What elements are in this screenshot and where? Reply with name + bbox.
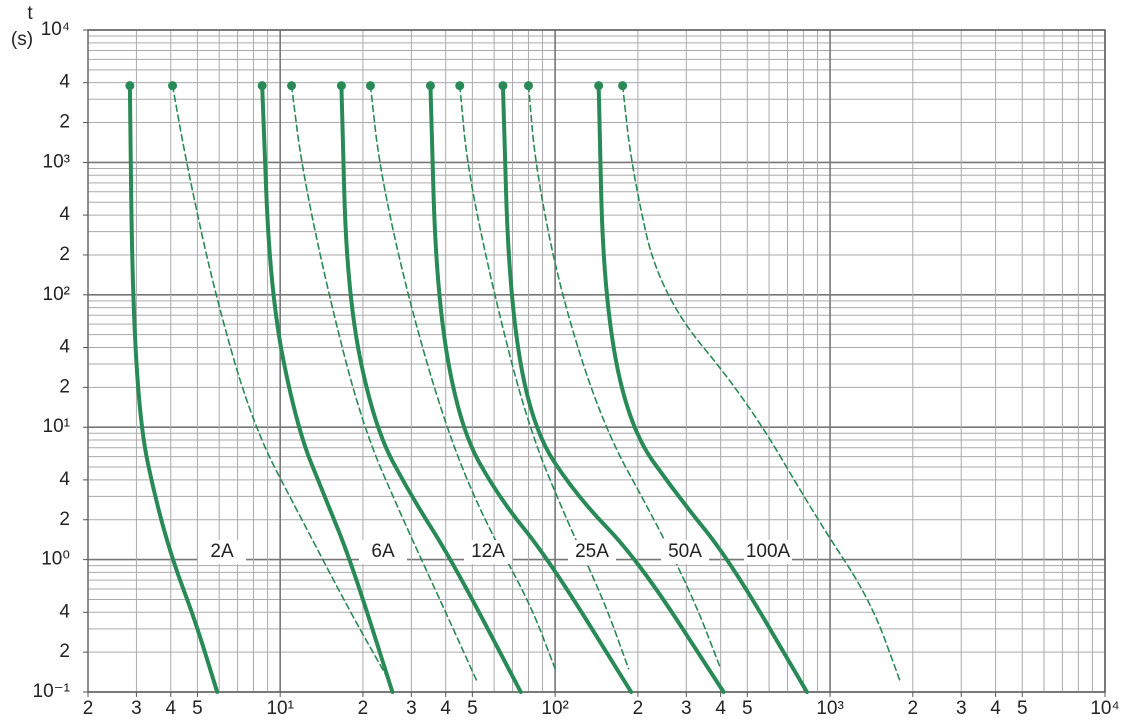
- x-tick-label: 10³: [816, 698, 843, 719]
- label-background: [198, 540, 246, 564]
- x-tick-label: 3: [131, 698, 142, 719]
- y-tick-label: 10¹: [43, 416, 70, 437]
- max-clearing-curve: [171, 84, 391, 683]
- start-dot: [498, 81, 508, 91]
- plot-frame: [87, 29, 1106, 693]
- y-tick-label: 10³: [43, 151, 70, 172]
- x-tick-label: 5: [742, 698, 753, 719]
- x-tick-label: 4: [165, 698, 176, 719]
- rating-label: 50A: [668, 541, 702, 562]
- y-axis-label: t: [27, 3, 33, 24]
- min-melting-curve: [428, 83, 634, 694]
- start-dot: [257, 81, 267, 91]
- y-tick-label: 2: [59, 244, 70, 265]
- start-dot: [618, 81, 628, 91]
- label-background: [661, 540, 709, 564]
- rating-label: 12A: [471, 541, 505, 562]
- y-tick-label: 2: [59, 112, 70, 133]
- x-tick-label: 4: [715, 698, 726, 719]
- start-dot: [455, 81, 465, 91]
- y-tick-label: 2: [59, 641, 70, 662]
- y-tick-label: 4: [59, 601, 70, 622]
- max-clearing-curve: [290, 84, 478, 683]
- start-dot: [125, 81, 135, 91]
- y-tick-label: 4: [59, 337, 70, 358]
- y-tick-label: 2: [59, 376, 70, 397]
- label-background: [568, 540, 616, 564]
- min-melting-curve: [500, 83, 726, 694]
- start-dot: [594, 81, 604, 91]
- max-clearing-curve: [369, 84, 556, 670]
- x-tick-label: 2: [633, 698, 644, 719]
- x-tick-label: 5: [192, 698, 203, 719]
- min-melting-curve: [339, 83, 523, 694]
- max-clearing-curve: [527, 84, 722, 670]
- y-tick-label: 4: [59, 204, 70, 225]
- y-tick-label: 4: [59, 469, 70, 490]
- y-tick-label: 10²: [43, 284, 70, 305]
- x-tick-label: 5: [1017, 698, 1028, 719]
- x-tick-label: 3: [406, 698, 417, 719]
- x-tick-label: 10¹: [266, 698, 293, 719]
- x-tick-label: 4: [440, 698, 451, 719]
- y-tick-label: 4: [59, 72, 70, 93]
- y-tick-label: 10⁴: [41, 19, 70, 40]
- y-tick-label: 10⁰: [41, 549, 70, 570]
- start-dot: [287, 81, 297, 91]
- rating-label: 2A: [210, 541, 234, 562]
- x-tick-label: 2: [83, 698, 94, 719]
- rating-label: 100A: [746, 541, 791, 562]
- x-tick-label: 5: [467, 698, 478, 719]
- max-clearing-curve: [621, 84, 902, 683]
- y-tick-label: 10⁻¹: [33, 681, 71, 702]
- start-dot: [523, 81, 533, 91]
- min-melting-curve: [596, 83, 809, 694]
- rating-label: 25A: [575, 541, 609, 562]
- start-dot: [336, 81, 346, 91]
- x-tick-label: 4: [990, 698, 1001, 719]
- x-tick-label: 3: [956, 698, 967, 719]
- x-tick-label: 10⁴: [1090, 698, 1119, 719]
- min-melting-curve: [260, 83, 395, 694]
- label-background: [464, 540, 512, 564]
- min-melting-curve: [127, 83, 220, 694]
- x-tick-label: 3: [681, 698, 692, 719]
- label-background: [359, 540, 407, 564]
- start-dot: [168, 81, 178, 91]
- label-background: [744, 540, 792, 564]
- start-dot: [425, 81, 435, 91]
- x-tick-label: 2: [908, 698, 919, 719]
- rating-label: 6A: [371, 541, 395, 562]
- x-tick-label: 10²: [541, 698, 568, 719]
- y-tick-label: 2: [59, 509, 70, 530]
- x-tick-label: 2: [358, 698, 369, 719]
- y-axis-label: (s): [11, 29, 33, 50]
- start-dot: [365, 81, 375, 91]
